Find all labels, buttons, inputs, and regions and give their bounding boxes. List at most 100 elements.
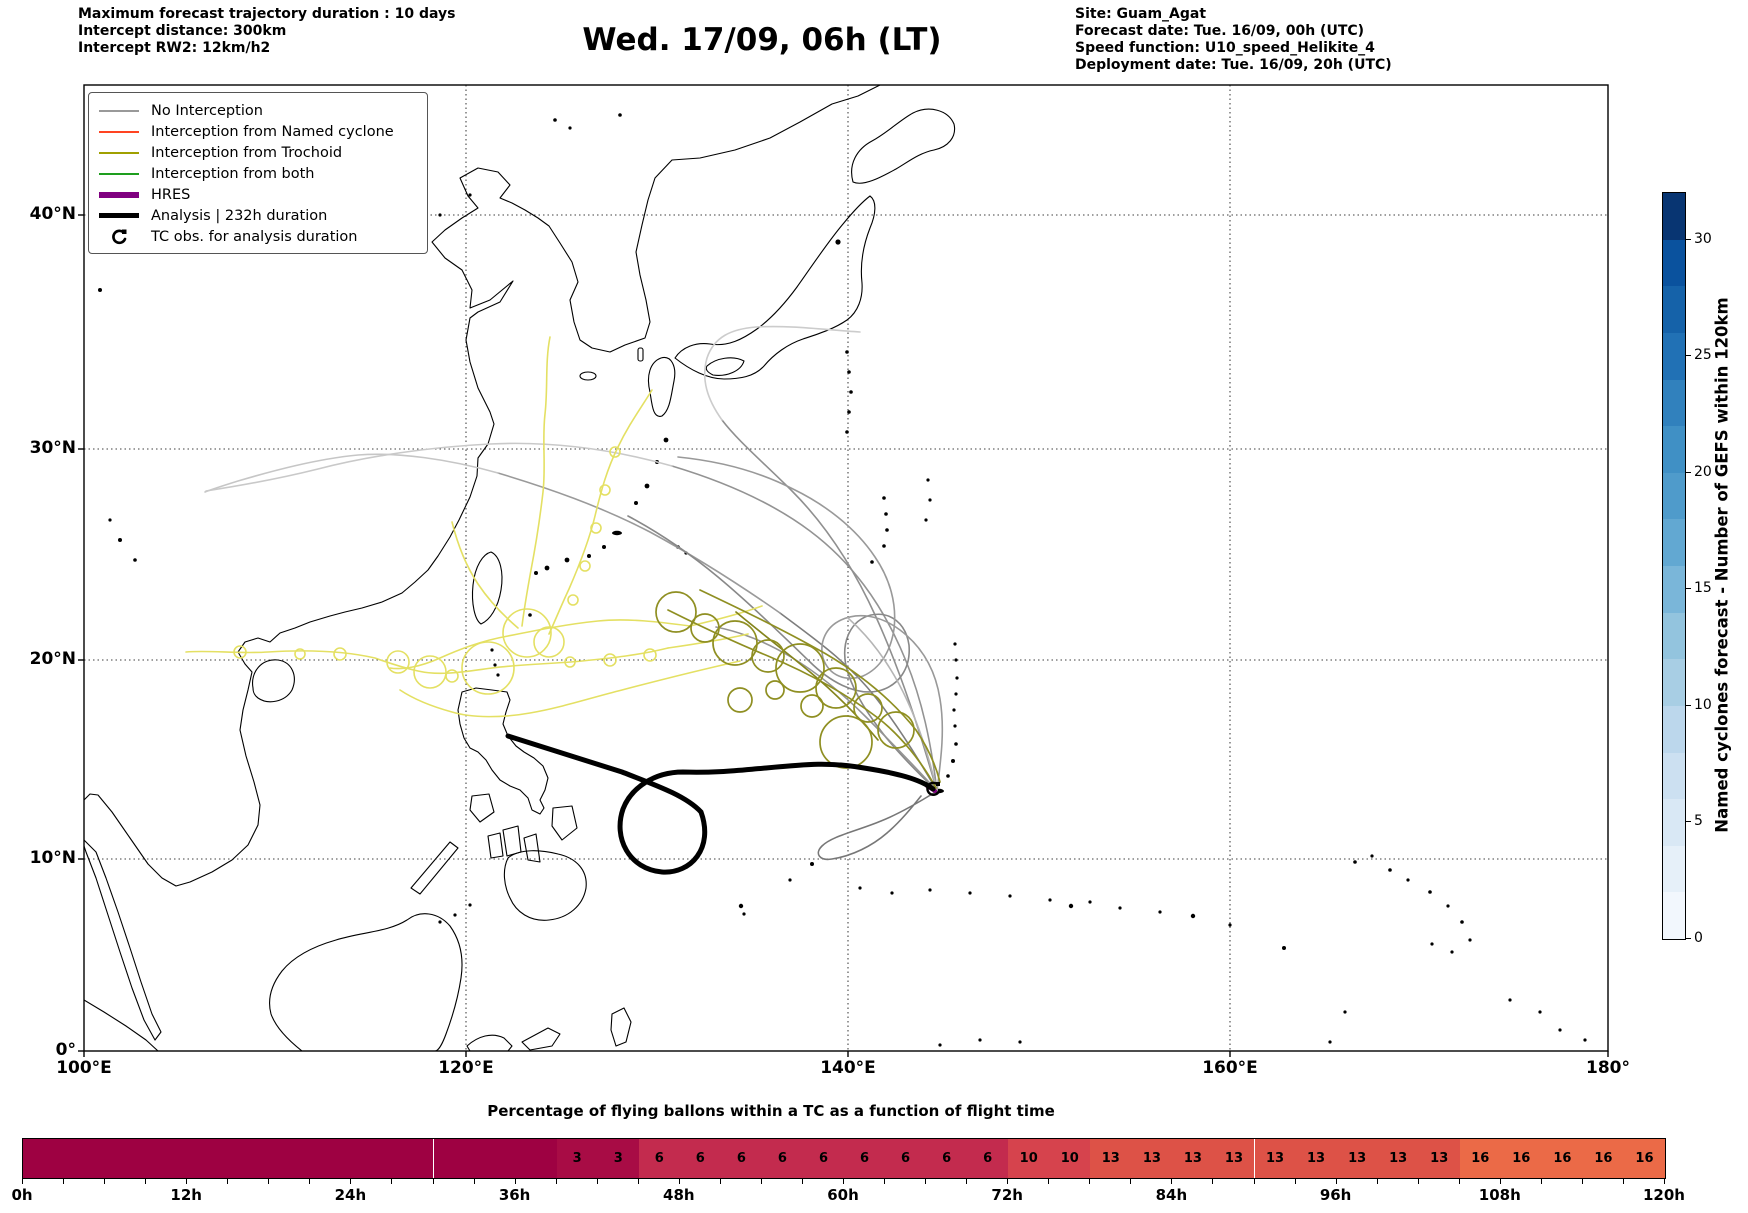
colorbar-tick-label: 0 <box>1694 930 1703 946</box>
colorbar-segment <box>1663 799 1685 846</box>
strip-tick-label: 60h <box>827 1186 859 1204</box>
strip-cell: 13 <box>1131 1139 1173 1178</box>
strip-tick <box>145 1178 147 1184</box>
strip-cell: 6 <box>967 1139 1009 1178</box>
strip-tick <box>966 1178 968 1184</box>
map-frame <box>83 84 1609 1052</box>
strip-cell <box>351 1139 393 1178</box>
gridlines <box>84 85 1608 1051</box>
strip-cell: 6 <box>926 1139 968 1178</box>
legend-line-icon <box>99 151 139 154</box>
strip-tick <box>309 1178 311 1184</box>
strip-cell: 3 <box>597 1139 639 1178</box>
legend-line-icon <box>99 213 139 218</box>
strip-cell <box>269 1139 311 1178</box>
coastline-palawan <box>410 841 459 895</box>
trajectory-analysis <box>505 733 936 875</box>
colorbar-title: Named cyclones forecast - Number of GEFS… <box>1712 297 1732 833</box>
strip-tick <box>637 1178 639 1184</box>
coastline-tsushima <box>637 347 644 362</box>
strip-tick <box>432 1178 434 1184</box>
legend-line-icon <box>99 130 139 133</box>
strip-tick-label: 24h <box>334 1186 367 1204</box>
strip-tick <box>186 1178 188 1184</box>
strip-cell: 6 <box>761 1139 803 1178</box>
legend-line-icon <box>99 191 139 198</box>
strip-cell: 6 <box>720 1139 762 1178</box>
coastline-asia-mainland <box>84 85 881 887</box>
legend-item-label: HRES <box>151 186 191 203</box>
strip-tick-label: 84h <box>1155 1186 1188 1204</box>
site-text: Site: Guam_Agat <box>1075 6 1207 22</box>
legend-line-icon <box>99 151 139 154</box>
legend-line-icon <box>99 172 139 175</box>
strip-cell <box>515 1139 557 1178</box>
y-axis-tick-label: 20°N <box>29 649 76 669</box>
strip-cell <box>228 1139 270 1178</box>
strip-cell: 13 <box>1418 1139 1460 1178</box>
colorbar-segment <box>1663 519 1685 566</box>
header-right-block: Site: Guam_Agat Forecast date: Tue. 16/0… <box>1075 6 1392 74</box>
strip-tick <box>1294 1178 1296 1184</box>
forecast-date-text: Forecast date: Tue. 16/09, 00h (UTC) <box>1075 23 1365 39</box>
strip-cell: 13 <box>1090 1139 1132 1178</box>
coastline-visayas-1 <box>502 825 522 857</box>
legend-line-icon <box>99 109 139 112</box>
strip-tick <box>1130 1178 1132 1184</box>
strip-tick <box>350 1178 352 1184</box>
strip-tick <box>63 1178 65 1184</box>
legend-item: HRES <box>99 184 417 205</box>
legend-item: No Interception <box>99 100 417 121</box>
strip-tick-label: 120h <box>1643 1186 1685 1204</box>
strip-cell <box>23 1139 65 1178</box>
strip-cell: 13 <box>1336 1139 1378 1178</box>
strip-tick <box>884 1178 886 1184</box>
strip-tick <box>473 1178 475 1184</box>
legend-line-icon <box>99 130 139 133</box>
colorbar-tick <box>1685 938 1691 939</box>
strip-tick <box>1335 1178 1337 1184</box>
coastline-samar <box>551 805 578 841</box>
coastline-shikoku <box>705 357 745 376</box>
colorbar-tick <box>1685 821 1691 823</box>
tc-obs-marker <box>926 781 941 796</box>
coastline-halmahera <box>610 1007 632 1047</box>
strip-tick-label: 12h <box>170 1186 202 1204</box>
legend-item-label: No Interception <box>151 102 263 119</box>
colorbar-segment <box>1663 379 1685 427</box>
legend-item: Interception from Trochoid <box>99 142 417 163</box>
colorbar <box>1662 192 1686 940</box>
coastline-luzon <box>457 687 549 815</box>
legend-item: Interception from both <box>99 163 417 184</box>
x-axis-tick-label: 100°E <box>56 1058 112 1078</box>
strip-heatmap: 3 3 6 6 6 6 6 6 6 6 6 10 10 13 13 13 13 13 13 13 13 13 16 16 16 1… <box>22 1138 1666 1179</box>
strip-tick <box>104 1178 106 1184</box>
strip-cell <box>187 1139 229 1178</box>
colorbar-segment <box>1663 472 1685 520</box>
x-axis-tick-label: 180° <box>1586 1058 1630 1078</box>
strip-tick <box>268 1178 270 1184</box>
colorbar-segment <box>1663 566 1685 613</box>
legend-line-icon <box>99 172 139 175</box>
strip-cell <box>105 1139 147 1178</box>
strip-tick <box>555 1178 557 1184</box>
legend-item: Interception from Named cyclone <box>99 121 417 142</box>
strip-tick-label: 108h <box>1478 1186 1521 1204</box>
strip-cell <box>433 1139 475 1178</box>
trajectories-no-interception <box>204 325 944 861</box>
strip-cell: 13 <box>1295 1139 1337 1178</box>
legend-item-label: Analysis | 232h duration <box>151 207 328 224</box>
intercept-distance-text: Intercept distance: 300km <box>78 23 287 39</box>
axis-ticks <box>78 214 1609 1057</box>
strip-cell <box>474 1139 516 1178</box>
colorbar-tick <box>1685 355 1691 357</box>
y-axis-tick-label: 10°N <box>29 848 76 868</box>
strip-tick-label: 48h <box>663 1186 695 1204</box>
colorbar-segment <box>1663 239 1685 287</box>
strip-tick <box>514 1178 516 1184</box>
tc-obs-icon <box>99 228 139 246</box>
legend-line-icon <box>99 191 139 198</box>
colorbar-segment <box>1663 426 1685 473</box>
colorbar-tick <box>1685 238 1691 240</box>
